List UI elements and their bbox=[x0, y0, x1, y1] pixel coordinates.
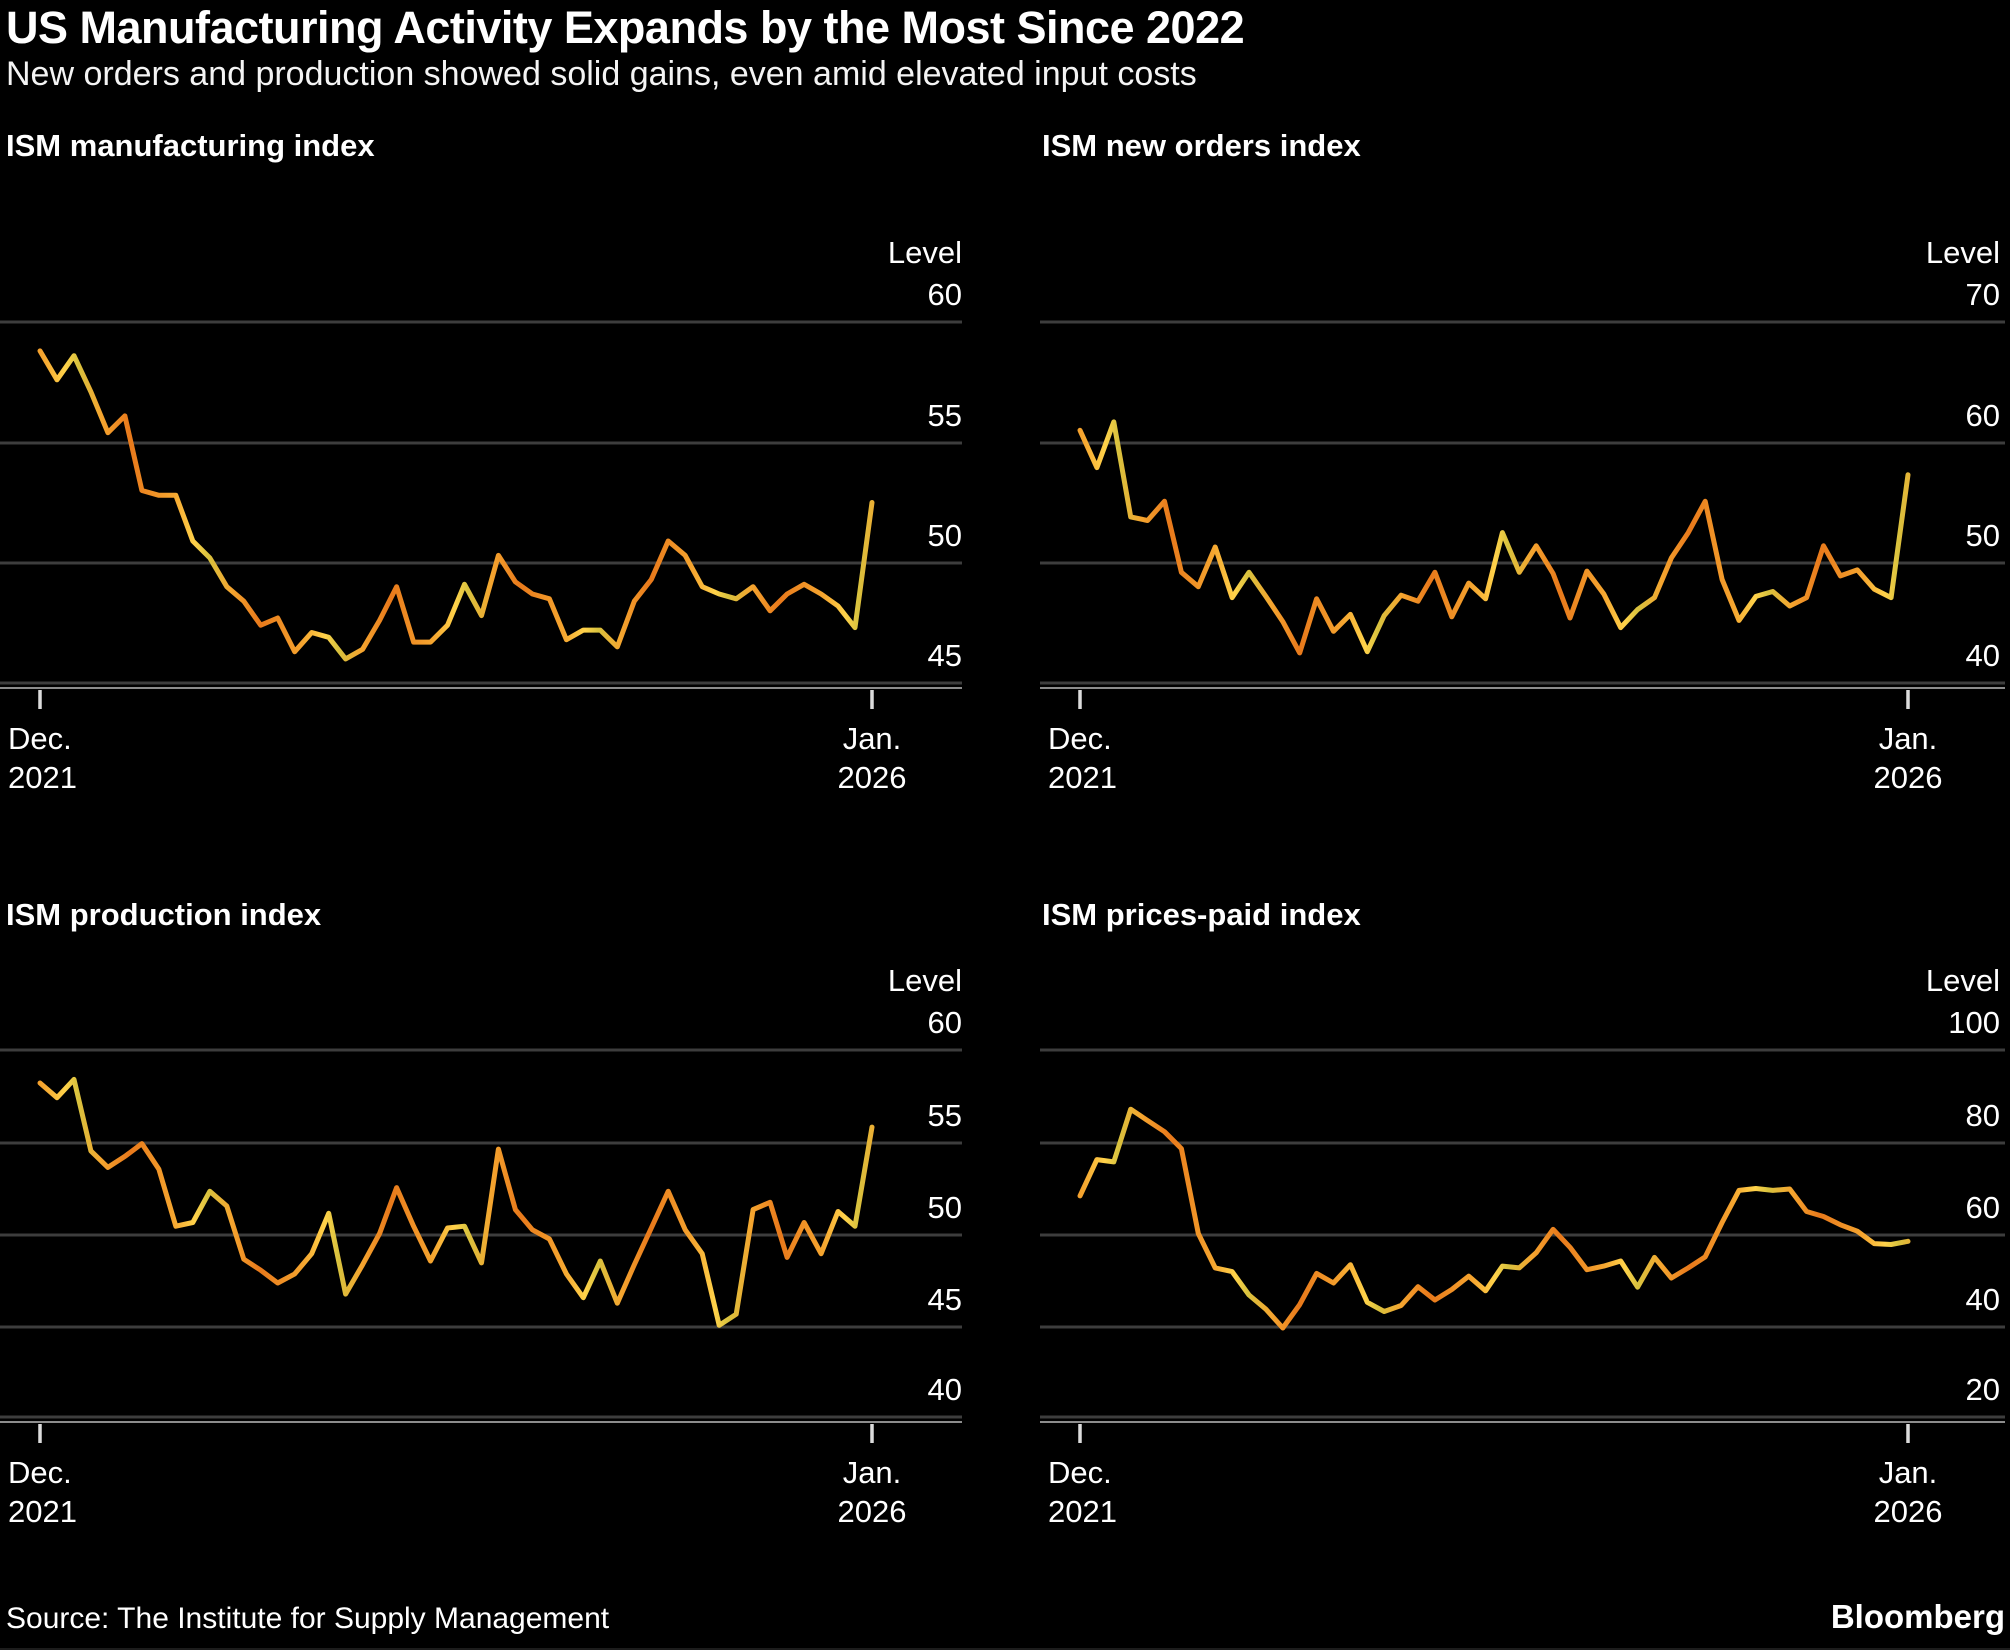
x-axis-start-label: Dec. 2021 bbox=[8, 721, 77, 795]
y-axis-tick-label: 45 bbox=[927, 1282, 962, 1317]
page-subtitle: New orders and production showed solid g… bbox=[6, 55, 1197, 93]
x-axis-end-label: Jan. 2026 bbox=[1873, 721, 1943, 795]
y-axis-tick-label: 50 bbox=[927, 1190, 962, 1225]
y-axis-unit-label: Level bbox=[1925, 963, 2000, 998]
line-series-new-orders-index bbox=[1077, 419, 1911, 656]
y-axis-tick-label: 40 bbox=[1965, 1282, 2000, 1317]
y-axis-tick-label: 60 bbox=[1965, 398, 2000, 433]
y-axis-tick-label: 60 bbox=[1965, 1190, 2000, 1225]
x-axis-end-label: Jan. 2026 bbox=[837, 721, 907, 795]
y-axis-tick-label: 45 bbox=[927, 638, 962, 673]
y-axis-unit-label: Level bbox=[1925, 235, 2000, 270]
page-title: US Manufacturing Activity Expands by the… bbox=[6, 2, 1245, 53]
y-axis-tick-label: 40 bbox=[1965, 638, 2000, 673]
y-axis-tick-label: 40 bbox=[927, 1372, 962, 1407]
bottom-edge-line bbox=[0, 1648, 2010, 1650]
y-axis-tick-label: 20 bbox=[1965, 1372, 2000, 1407]
y-axis-tick-label: 55 bbox=[927, 1098, 962, 1133]
x-axis-end-label: Jan. 2026 bbox=[1873, 1455, 1943, 1529]
source-note: Source: The Institute for Supply Managem… bbox=[6, 1602, 610, 1635]
y-axis-tick-label: 70 bbox=[1965, 277, 2000, 312]
panel-title-production-index: ISM production index bbox=[6, 897, 322, 932]
bloomberg-logo: Bloomberg bbox=[1830, 1598, 2005, 1635]
y-axis-unit-label: Level bbox=[887, 235, 962, 270]
line-series-prices-paid-index bbox=[1077, 1106, 1911, 1331]
panel-title-manufacturing-index: ISM manufacturing index bbox=[6, 128, 375, 163]
x-axis-start-label: Dec. 2021 bbox=[1048, 721, 1117, 795]
line-series-manufacturing-index bbox=[37, 348, 875, 662]
y-axis-tick-label: 60 bbox=[927, 1005, 962, 1040]
panel-title-new-orders-index: ISM new orders index bbox=[1042, 128, 1361, 163]
x-axis-end-label: Jan. 2026 bbox=[837, 1455, 907, 1529]
panel-title-prices-paid-index: ISM prices-paid index bbox=[1042, 897, 1361, 932]
x-axis-start-label: Dec. 2021 bbox=[8, 1455, 77, 1529]
y-axis-tick-label: 55 bbox=[927, 398, 962, 433]
y-axis-tick-label: 50 bbox=[927, 518, 962, 553]
y-axis-tick-label: 100 bbox=[1948, 1005, 2000, 1040]
y-axis-tick-label: 60 bbox=[927, 277, 962, 312]
y-axis-unit-label: Level bbox=[887, 963, 962, 998]
x-axis-start-label: Dec. 2021 bbox=[1048, 1455, 1117, 1529]
y-axis-tick-label: 50 bbox=[1965, 518, 2000, 553]
y-axis-tick-label: 80 bbox=[1965, 1098, 2000, 1133]
line-series-production-index bbox=[37, 1076, 875, 1328]
